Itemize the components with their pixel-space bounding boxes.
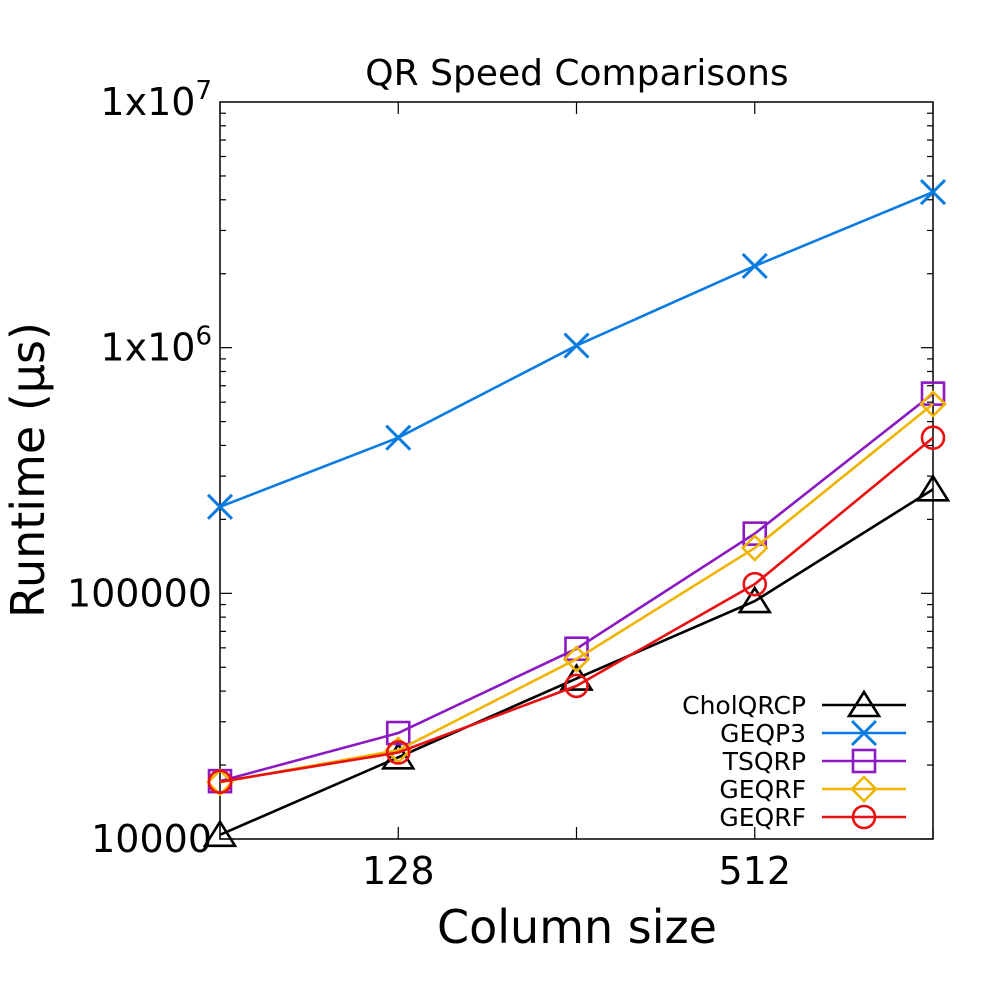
legend-item: GEQP3 bbox=[720, 719, 906, 748]
series-line bbox=[219, 190, 934, 509]
series-0 bbox=[202, 473, 951, 848]
legend-marker bbox=[851, 804, 877, 830]
x-tick-label: 512 bbox=[718, 849, 791, 893]
legend-label: GEQP3 bbox=[720, 719, 806, 748]
tick-labels: 128 512 10000 100000 1x106 1x107 bbox=[67, 76, 791, 893]
data-point bbox=[206, 493, 234, 520]
y-tick-label: 1x107 bbox=[100, 76, 212, 124]
data-point bbox=[207, 769, 233, 795]
legend-label: TSQRP bbox=[722, 747, 806, 776]
y-tick-label: 100000 bbox=[67, 571, 212, 615]
series-1 bbox=[206, 178, 947, 520]
data-point bbox=[563, 332, 590, 359]
series-line bbox=[219, 402, 934, 784]
chart-title: QR Speed Comparisons bbox=[365, 53, 788, 94]
data-point bbox=[740, 534, 769, 562]
legend-label: GEQRF bbox=[719, 803, 806, 832]
y-tick-exponent: 7 bbox=[195, 76, 212, 106]
data-point bbox=[202, 819, 238, 848]
y-tick-label: 10000 bbox=[91, 817, 212, 861]
legend-marker bbox=[850, 719, 878, 747]
ticks bbox=[219, 102, 934, 840]
legend-marker bbox=[851, 748, 877, 774]
series-layer bbox=[202, 178, 951, 848]
series-3 bbox=[206, 390, 947, 797]
x-axis-label: Column size bbox=[437, 900, 717, 954]
legend-marker bbox=[850, 775, 878, 803]
legend-marker bbox=[846, 689, 882, 718]
data-point bbox=[385, 720, 411, 746]
series-line bbox=[219, 436, 934, 784]
series-line bbox=[219, 392, 934, 783]
x-tick-label: 128 bbox=[362, 849, 435, 893]
data-point bbox=[742, 571, 768, 597]
data-point bbox=[385, 740, 411, 765]
data-point bbox=[741, 252, 768, 280]
legend-item: TSQRP bbox=[722, 747, 906, 776]
series-line bbox=[219, 488, 934, 837]
data-point bbox=[919, 390, 947, 418]
legend-label: GEQRF bbox=[719, 775, 806, 804]
data-point bbox=[564, 673, 589, 699]
data-point bbox=[742, 521, 768, 546]
series-4 bbox=[207, 425, 946, 795]
y-tick-label: 1x106 bbox=[100, 322, 212, 370]
data-point bbox=[920, 425, 946, 451]
data-point bbox=[385, 424, 412, 451]
plot-frame bbox=[219, 101, 934, 840]
series-2 bbox=[207, 381, 946, 794]
legend-item: GEQRF bbox=[719, 803, 906, 832]
legend-item: GEQRF bbox=[719, 775, 906, 804]
data-point bbox=[919, 178, 947, 206]
data-point bbox=[562, 645, 591, 673]
data-point bbox=[737, 585, 773, 614]
legend-item: CholQRCP bbox=[682, 689, 906, 720]
data-point bbox=[206, 768, 234, 797]
data-point bbox=[915, 473, 951, 502]
legend-label: CholQRCP bbox=[682, 691, 806, 720]
y-tick-exponent: 6 bbox=[195, 322, 212, 352]
y-axis-label: Runtime (μs) bbox=[1, 322, 55, 618]
